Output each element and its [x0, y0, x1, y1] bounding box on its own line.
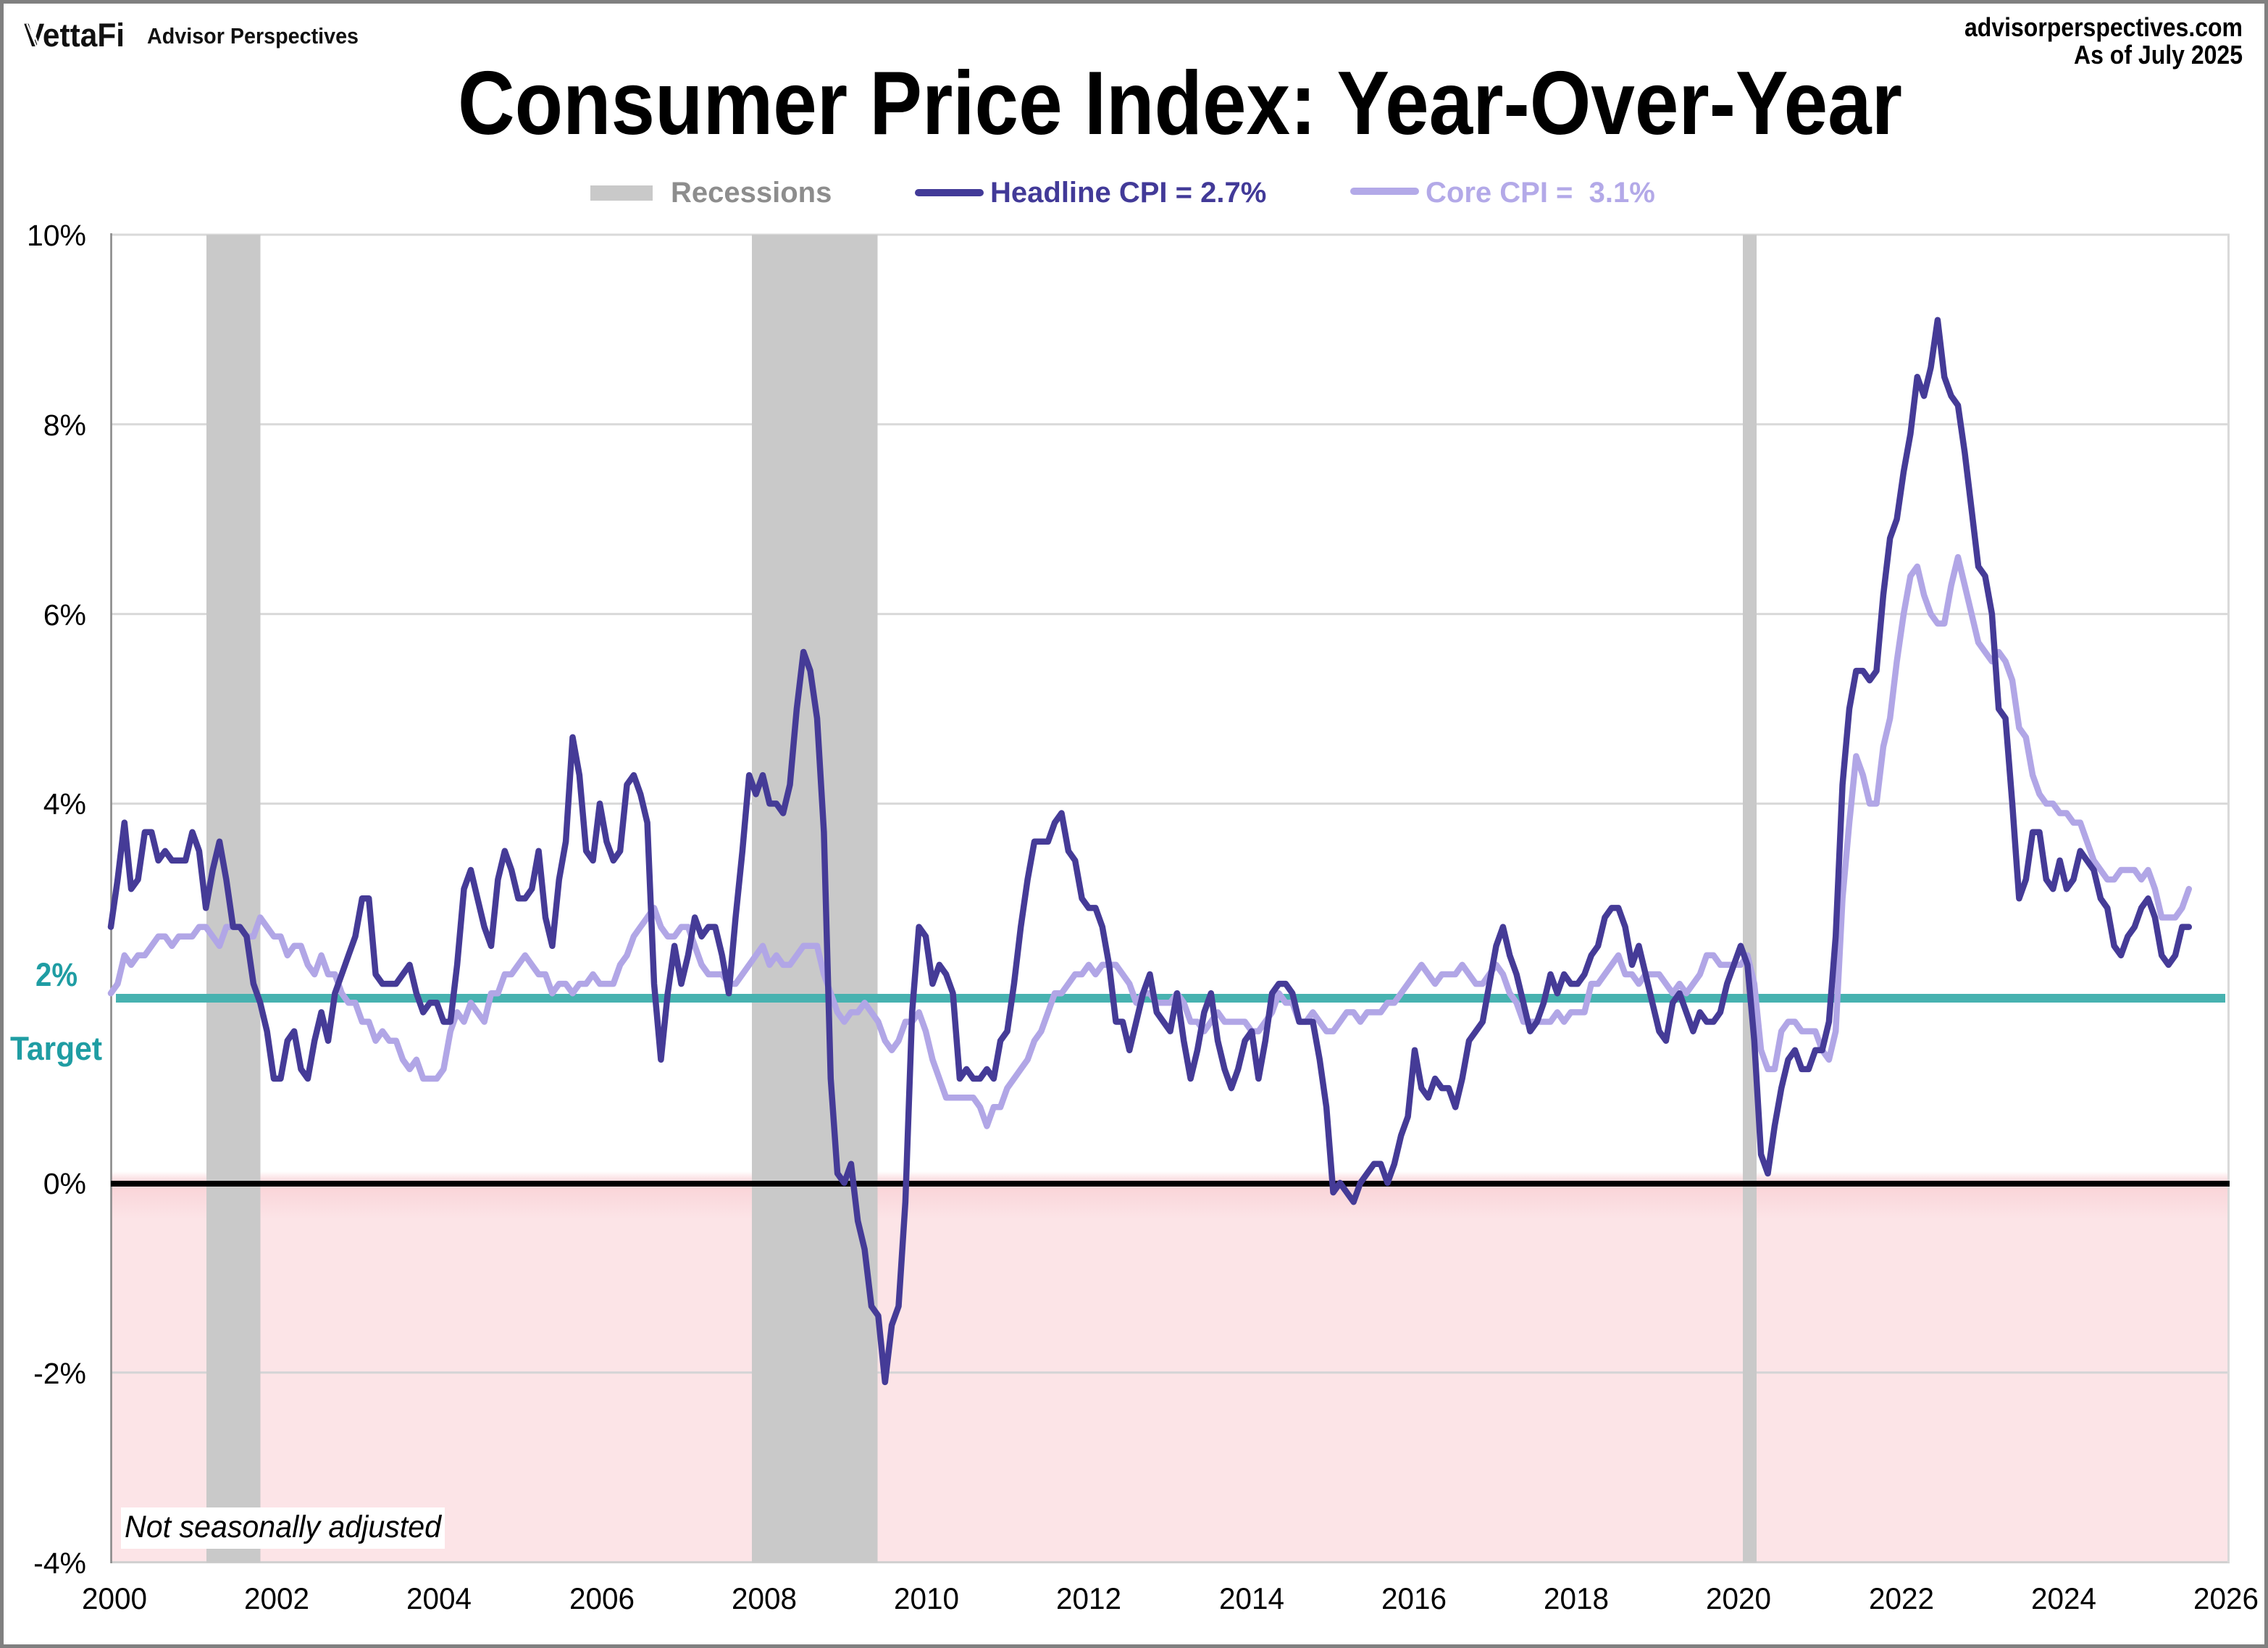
- svg-text:Target: Target: [10, 1030, 102, 1067]
- svg-text:2008: 2008: [732, 1581, 797, 1615]
- svg-text:6%: 6%: [43, 598, 86, 632]
- svg-text:2004: 2004: [406, 1581, 472, 1615]
- svg-text:2016: 2016: [1381, 1581, 1447, 1615]
- svg-text:8%: 8%: [43, 409, 86, 442]
- svg-text:Core CPI = 3.1%: Core CPI = 3.1%: [1426, 177, 1655, 209]
- svg-text:0%: 0%: [43, 1167, 86, 1200]
- svg-text:VettaFi: VettaFi: [24, 17, 125, 54]
- svg-text:Consumer Price Index: Year-Ove: Consumer Price Index: Year-Over-Year: [458, 54, 1902, 154]
- svg-text:Headline CPI = 2.7%: Headline CPI = 2.7%: [990, 177, 1266, 209]
- svg-text:2010: 2010: [894, 1581, 959, 1615]
- svg-text:Advisor Perspectives: Advisor Perspectives: [147, 23, 359, 49]
- svg-text:-4%: -4%: [33, 1547, 86, 1580]
- svg-text:advisorperspectives.com: advisorperspectives.com: [1964, 12, 2243, 42]
- svg-text:-2%: -2%: [33, 1357, 86, 1390]
- svg-text:2018: 2018: [1544, 1581, 1609, 1615]
- svg-text:2026: 2026: [2193, 1581, 2259, 1615]
- svg-text:Recessions: Recessions: [671, 177, 832, 209]
- svg-text:4%: 4%: [43, 787, 86, 821]
- svg-text:2024: 2024: [2031, 1581, 2096, 1615]
- svg-text:2000: 2000: [82, 1581, 147, 1615]
- svg-text:2002: 2002: [244, 1581, 309, 1615]
- svg-text:2%: 2%: [35, 956, 78, 993]
- svg-text:10%: 10%: [27, 219, 86, 252]
- svg-text:2020: 2020: [1706, 1581, 1771, 1615]
- svg-text:2022: 2022: [1869, 1581, 1934, 1615]
- svg-text:As of July 2025: As of July 2025: [2074, 40, 2243, 70]
- svg-text:2012: 2012: [1056, 1581, 1121, 1615]
- svg-text:2006: 2006: [569, 1581, 635, 1615]
- svg-text:Not seasonally adjusted: Not seasonally adjusted: [125, 1510, 443, 1544]
- svg-text:2014: 2014: [1219, 1581, 1284, 1615]
